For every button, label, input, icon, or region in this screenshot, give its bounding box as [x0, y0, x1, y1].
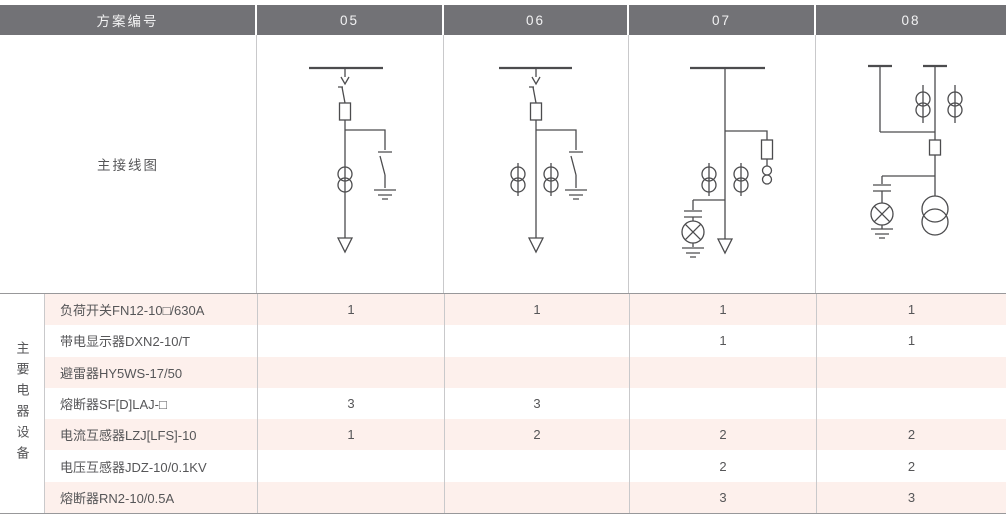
qty-scheme-08: 3	[816, 481, 1006, 513]
scheme-08-diagram-icon	[867, 64, 963, 239]
qty-scheme-06: 1	[444, 294, 629, 326]
qty-scheme-07	[629, 356, 816, 388]
table-row: 电压互感器JDZ-10/0.1KV 2 2	[45, 450, 1006, 482]
diagram-cell-08	[816, 35, 1006, 293]
qty-scheme-07	[629, 387, 816, 420]
qty-scheme-05: 1	[257, 419, 444, 451]
qty-scheme-05	[257, 356, 444, 388]
qty-scheme-06: 2	[444, 419, 629, 451]
equipment-name: 负荷开关FN12-10□/630A	[60, 303, 205, 319]
qty-scheme-06	[444, 325, 629, 357]
equipment-name: 电压互感器JDZ-10/0.1KV	[60, 459, 207, 475]
header-cell-scheme-05: 05	[257, 5, 444, 35]
header-cell-scheme-08: 08	[816, 5, 1006, 35]
table-row: 电流互感器LZJ[LFS]-10 1 2 2 2	[45, 419, 1006, 451]
qty-scheme-05	[257, 481, 444, 513]
table-row: 负荷开关FN12-10□/630A 1 1 1 1	[45, 294, 1006, 326]
qty-scheme-08: 1	[816, 294, 1006, 326]
qty-scheme-06	[444, 481, 629, 513]
qty-scheme-06	[444, 450, 629, 482]
equipment-name: 电流互感器LZJ[LFS]-10	[60, 428, 197, 444]
qty-scheme-06	[444, 356, 629, 388]
qty-scheme-08	[816, 387, 1006, 420]
qty-scheme-05	[257, 450, 444, 482]
diagram-cell-05	[257, 35, 444, 293]
diagram-cell-06	[444, 35, 629, 293]
qty-scheme-08: 1	[816, 325, 1006, 357]
qty-scheme-07: 3	[629, 481, 816, 513]
qty-scheme-07: 1	[629, 325, 816, 357]
qty-scheme-08: 2	[816, 450, 1006, 482]
equipment-group-label: 主要电器设备	[14, 340, 30, 467]
table-row: 熔断器RN2-10/0.5A 3 3	[45, 481, 1006, 513]
qty-scheme-07: 2	[629, 419, 816, 451]
scheme-06-diagram-icon	[499, 66, 587, 254]
table-row: 带电显示器DXN2-10/T 1 1	[45, 325, 1006, 357]
scheme-05-diagram-icon	[309, 66, 396, 254]
qty-scheme-06: 3	[444, 387, 629, 420]
qty-scheme-08: 2	[816, 419, 1006, 451]
equipment-name: 带电显示器DXN2-10/T	[60, 334, 191, 350]
qty-scheme-05: 1	[257, 294, 444, 326]
diagram-row: 主接线图	[0, 35, 1006, 293]
equipment-rows: 负荷开关FN12-10□/630A 1 1 1 1 带电显示器DXN2-10/T…	[45, 294, 1006, 513]
table-row: 熔断器SF[D]LAJ-□ 3 3	[45, 387, 1006, 420]
qty-scheme-05: 3	[257, 387, 444, 420]
equipment-name: 避雷器HY5WS-17/50	[60, 365, 183, 381]
table-row: 避雷器HY5WS-17/50	[45, 356, 1006, 388]
equipment-name: 熔断器SF[D]LAJ-□	[60, 396, 167, 412]
qty-scheme-05	[257, 325, 444, 357]
equipment-section: 主要电器设备 负荷开关FN12-10□/630A 1 1 1 1 带电显示器DX…	[0, 293, 1006, 514]
qty-scheme-07: 2	[629, 450, 816, 482]
header-cell-scheme-label: 方案编号	[0, 5, 257, 35]
qty-scheme-07: 1	[629, 294, 816, 326]
header-cell-scheme-06: 06	[444, 5, 629, 35]
table-header-row: 方案编号 05 06 07 08	[0, 5, 1006, 35]
diagram-cell-07	[629, 35, 816, 293]
qty-scheme-08	[816, 356, 1006, 388]
scheme-07-diagram-icon	[681, 66, 774, 258]
equipment-group-label-cell: 主要电器设备	[0, 294, 45, 513]
header-cell-scheme-07: 07	[629, 5, 816, 35]
diagram-row-label: 主接线图	[0, 35, 257, 293]
equipment-name: 熔断器RN2-10/0.5A	[60, 490, 175, 506]
